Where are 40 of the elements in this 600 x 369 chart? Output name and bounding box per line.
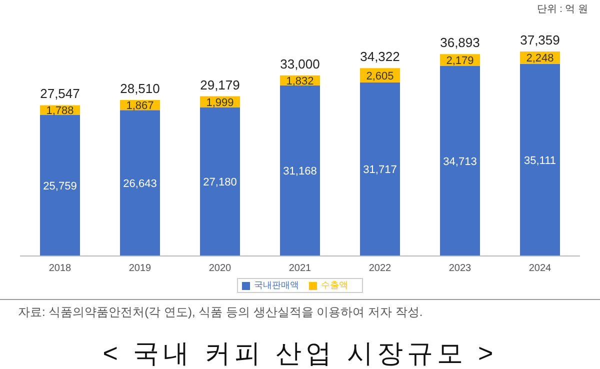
x-tick-label: 2024	[528, 263, 552, 274]
bar	[520, 64, 560, 256]
data-label: 2,179	[446, 55, 474, 68]
legend-label: 국내판매액	[254, 280, 299, 290]
total-label: 28,510	[120, 80, 160, 96]
x-tick-label: 2023	[448, 263, 472, 274]
bar	[280, 85, 320, 256]
total-label: 27,547	[40, 86, 80, 102]
bar	[360, 82, 400, 256]
total-label: 33,000	[280, 56, 320, 72]
x-tick-label: 2022	[368, 263, 392, 274]
x-tick-label: 2021	[288, 263, 312, 274]
x-tick-label: 2020	[208, 263, 232, 274]
x-tick-label: 2019	[128, 263, 152, 274]
data-label: 1,832	[286, 75, 314, 88]
data-label: 34,713	[443, 156, 477, 168]
total-label: 34,322	[360, 49, 400, 64]
data-label: 2,248	[526, 52, 554, 65]
x-tick-label: 2018	[48, 263, 72, 274]
data-label: 1,788	[46, 105, 74, 118]
total-label: 29,179	[200, 77, 240, 92]
bar	[40, 115, 80, 256]
data-label: 27,180	[203, 176, 237, 189]
legend-label: 수출액	[321, 280, 348, 290]
data-label: 26,643	[123, 178, 157, 190]
data-label: 31,168	[283, 166, 317, 178]
data-label: 2,605	[366, 70, 394, 82]
text: < 국내 커피 산업 시장규모 >	[102, 337, 498, 369]
text: 단위 : 억 원	[536, 3, 588, 16]
bar	[120, 110, 160, 256]
bar	[200, 107, 240, 256]
data-label: 1,999	[206, 96, 234, 109]
text: 자료: 식품의약품안전처(각 연도), 식품 등의 생산실적을 이용하여 저자 작성.	[18, 304, 423, 321]
data-label: 31,717	[363, 164, 397, 176]
bar	[440, 66, 480, 256]
data-label: 25,759	[43, 180, 77, 192]
total-label: 36,893	[440, 35, 480, 50]
data-label: 35,111	[524, 154, 556, 167]
total-label: 37,359	[520, 32, 560, 48]
data-label: 1,867	[126, 100, 154, 112]
